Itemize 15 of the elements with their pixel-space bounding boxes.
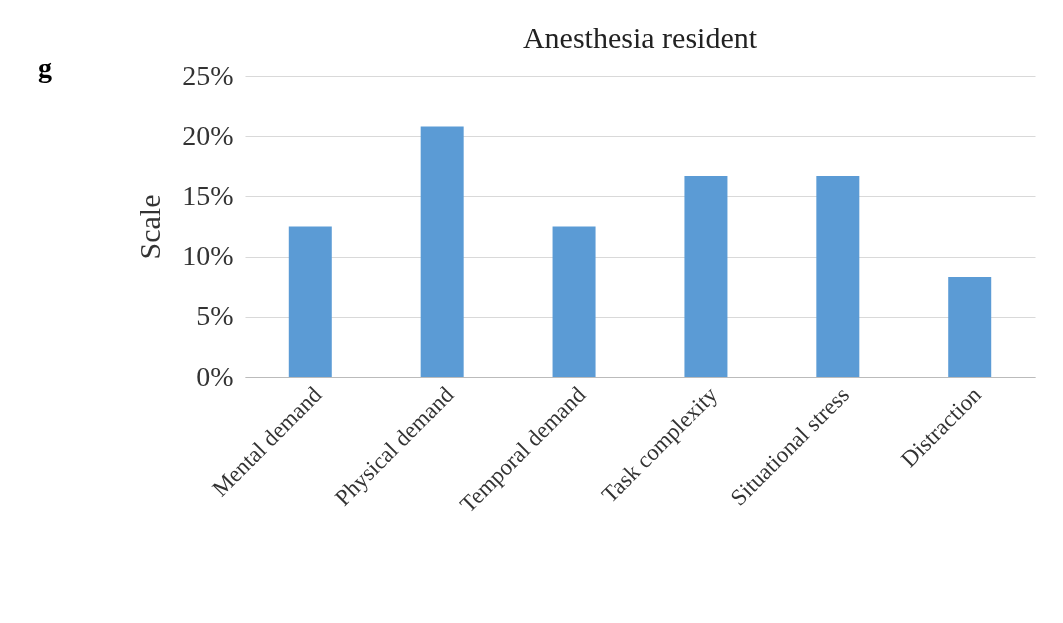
bar bbox=[816, 175, 860, 377]
y-tick-label: 25% bbox=[182, 59, 234, 91]
bar bbox=[684, 175, 728, 377]
bar bbox=[948, 277, 992, 377]
y-tick-label: 20% bbox=[182, 119, 234, 151]
y-tick-label: 10% bbox=[182, 240, 234, 272]
y-tick-label: 15% bbox=[182, 179, 234, 211]
y-tick-label: 0% bbox=[196, 360, 234, 392]
bar bbox=[288, 226, 332, 377]
text: g bbox=[38, 52, 52, 84]
y-axis-title: Scale bbox=[133, 194, 167, 260]
bar bbox=[420, 126, 464, 377]
chart-title: Anesthesia resident bbox=[522, 21, 758, 54]
y-tick-label: 5% bbox=[196, 300, 234, 332]
bar bbox=[552, 226, 596, 377]
